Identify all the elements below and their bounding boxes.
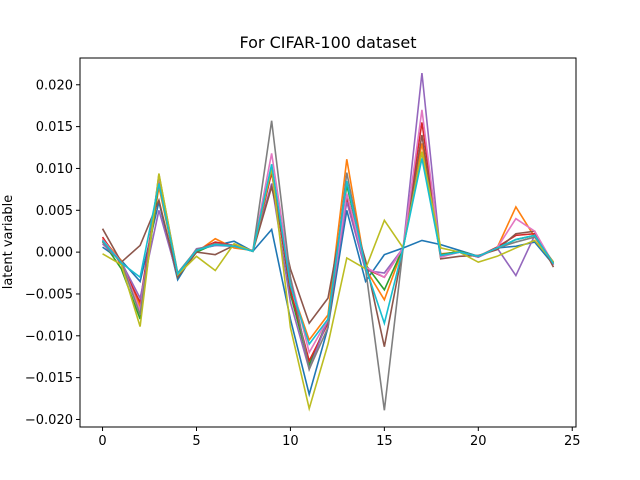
y-axis-label: latent variable	[1, 195, 16, 290]
chart-title: For CIFAR-100 dataset	[239, 33, 416, 52]
y-tick-label: −0.010	[25, 329, 73, 344]
y-tick-label: 0.005	[36, 204, 73, 219]
x-tick-label: 25	[564, 434, 581, 449]
x-axis: 0 5 10 15 20 25	[98, 427, 581, 449]
y-tick-label: −0.015	[25, 371, 73, 386]
x-tick-label: 10	[282, 434, 299, 449]
x-tick-label: 5	[192, 434, 200, 449]
y-tick-label: 0.020	[36, 78, 73, 93]
y-tick-label: 0.000	[36, 246, 73, 261]
x-tick-label: 20	[470, 434, 487, 449]
plot-frame	[79, 57, 577, 428]
y-tick-label: 0.010	[36, 162, 73, 177]
x-tick-label: 15	[376, 434, 393, 449]
y-tick-label: 0.015	[36, 120, 73, 135]
y-tick-label: −0.020	[25, 413, 73, 428]
y-tick-label: −0.005	[25, 287, 73, 302]
series-layer	[101, 72, 555, 412]
series-line-10	[101, 158, 555, 346]
y-axis: −0.020 −0.015 −0.010 −0.005 0.000 0.005 0.010 0…	[25, 78, 80, 428]
x-tick-label: 0	[98, 434, 106, 449]
